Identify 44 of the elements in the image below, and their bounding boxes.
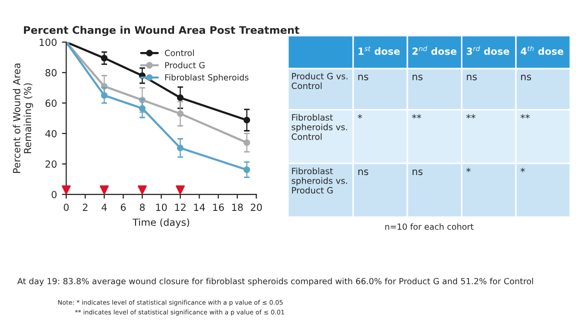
x-tick-label: 6 [120, 204, 126, 211]
text: * [358, 114, 362, 119]
text: * [466, 168, 471, 172]
category-label: 1$^{st}$ dose [358, 46, 400, 55]
legend-label: Control [164, 50, 194, 56]
text: ns [412, 170, 423, 176]
x-tick-label: 16 [213, 204, 224, 211]
text: ** [412, 114, 422, 119]
text: ns [358, 170, 368, 176]
text: ns [466, 74, 477, 80]
text: ns [358, 74, 368, 80]
x-tick-label: 20 [250, 204, 262, 211]
chart-title: Percent Change in Wound Area Post Treatment [24, 26, 300, 36]
category-label: Product G vs. Control [292, 72, 348, 90]
category-label: Fibroblast spheroids vs. Control [292, 114, 348, 140]
x-tick-label: 8 [140, 204, 145, 211]
text: * [520, 168, 525, 172]
text: ns [412, 74, 423, 80]
text: ** [466, 114, 476, 119]
category-label: 2$^{nd}$ dose [412, 46, 456, 55]
text: At day 19: 83.8% average wound closure for fibroblast spheroids compared with 66.0% for Product G and 51.2% for Control [17, 278, 533, 286]
text: ** [520, 114, 530, 119]
x-tick-label: 4 [102, 204, 107, 211]
category-label: Fibroblast spheroids vs. Product G [292, 168, 348, 194]
x-axis-title: Time (days) [132, 218, 190, 228]
y-tick-label: 0 [52, 190, 57, 198]
category-label: 4$^{th}$ dose [520, 46, 564, 55]
y-tick-label: 60 [46, 100, 57, 107]
x-tick-label: 10 [156, 204, 167, 211]
y-axis-title: Percent of Wound Area Remaining (%) [12, 64, 34, 173]
x-tick-label: 18 [232, 204, 243, 211]
x-tick-label: 14 [194, 204, 205, 211]
y-tick-label: 40 [45, 130, 57, 138]
text: n=10 for each cohort [385, 223, 474, 230]
y-tick-label: 80 [46, 69, 57, 76]
legend-label: Fibroblast Spheroids [165, 74, 248, 82]
y-tick-label: 20 [46, 160, 57, 168]
legend-label: Product G [165, 62, 205, 68]
x-tick-label: 12 [175, 204, 186, 211]
category-label: 3$^{rd}$ dose [466, 46, 510, 55]
x-tick-label: 0 [64, 204, 69, 211]
y-tick-label: 100 [40, 38, 57, 46]
text: ns [521, 74, 532, 80]
x-tick-label: 2 [82, 204, 88, 211]
